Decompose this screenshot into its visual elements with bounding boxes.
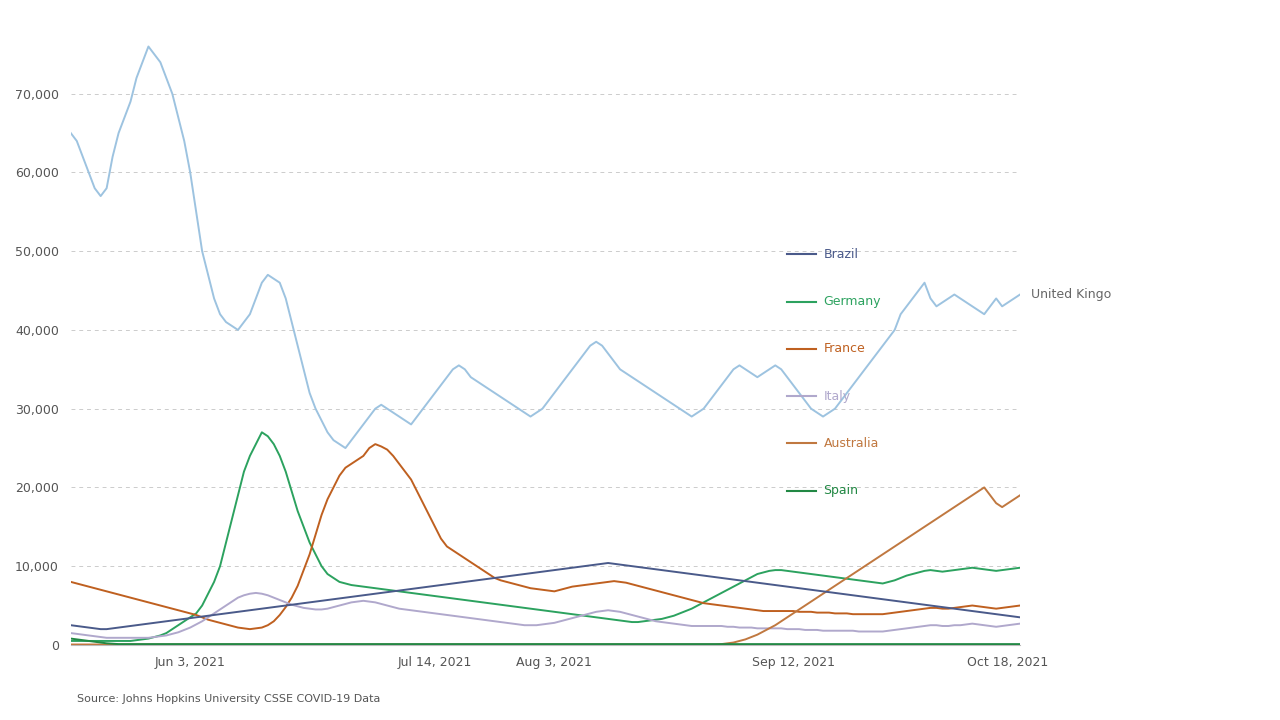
Text: Brazil: Brazil	[823, 248, 859, 261]
Text: Italy: Italy	[823, 390, 851, 402]
Text: France: France	[823, 342, 865, 356]
Text: Spain: Spain	[823, 484, 859, 497]
Text: Germany: Germany	[823, 295, 881, 308]
Text: Australia: Australia	[823, 437, 879, 450]
Text: United Kingo: United Kingo	[1032, 288, 1111, 301]
Text: Source: Johns Hopkins University CSSE COVID-19 Data: Source: Johns Hopkins University CSSE CO…	[77, 694, 380, 704]
